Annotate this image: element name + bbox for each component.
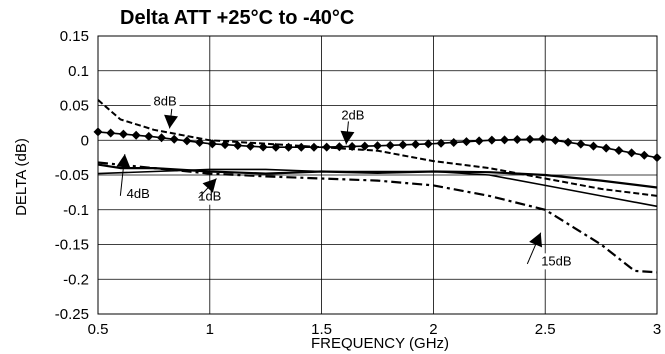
series-point-2db (474, 136, 484, 146)
x-axis-ticks: 0.5 1 1.5 2 2.5 3 (88, 321, 662, 338)
series-point-2db (220, 140, 230, 150)
y-tick-label: 0.1 (68, 63, 89, 80)
annotation-bg (195, 188, 225, 205)
series-point-2db (385, 140, 395, 150)
series-point-2db (563, 137, 573, 147)
series-point-2db (207, 139, 217, 149)
y-axis-ticks: 0.15 0.1 0.05 0 -0.05 -0.1 -0.15 -0.2 -0.25 (55, 28, 89, 323)
annotation-arrowhead (340, 130, 355, 145)
x-tick-label: 0.5 (88, 321, 109, 338)
series-point-2db (652, 153, 662, 163)
series-point-2db (182, 136, 192, 146)
y-tick-label: -0.05 (55, 167, 89, 184)
series-point-2db (169, 134, 179, 144)
annotation-1db: 1dB (198, 189, 221, 204)
series-point-2db (614, 146, 624, 156)
annotations: 8dB 2dB 4dB 1dB 15dB (116, 93, 575, 270)
annotation-arrowhead (116, 154, 131, 168)
y-tick-label: 0.15 (60, 28, 89, 45)
series-line-4db (97, 168, 658, 208)
annotation-arrowhead (202, 178, 217, 193)
series-point-2db (639, 150, 649, 160)
series-point-2db (195, 137, 205, 147)
annotation-arrowhead (529, 232, 543, 248)
series-group (93, 99, 662, 274)
series-point-2db (296, 142, 306, 152)
series-point-2db (284, 142, 294, 152)
annotation-bg (538, 253, 575, 270)
y-tick-label: -0.25 (55, 306, 89, 323)
series-point-2db (550, 135, 560, 145)
x-tick-label: 1.5 (311, 321, 332, 338)
series-point-2db (627, 148, 637, 158)
series-point-2db (601, 143, 611, 153)
series-point-2db (373, 141, 382, 151)
series-point-2db (576, 139, 586, 149)
series-line-15db (97, 161, 658, 274)
series-point-2db (449, 137, 459, 147)
series-point-2db (525, 134, 535, 144)
series-point-2db (360, 141, 370, 151)
series-point-2db (245, 141, 255, 151)
annotation-arrowhead (164, 114, 178, 129)
series-point-2db (118, 129, 128, 139)
annotation-bg (338, 107, 368, 124)
annotation-2db: 2dB (341, 107, 364, 122)
annotation-15db: 15dB (541, 253, 571, 268)
series-point-2db (436, 138, 446, 148)
grid (97, 35, 658, 315)
series-point-2db (538, 134, 548, 144)
plot-frame (97, 35, 658, 315)
series-point-2db (588, 141, 598, 151)
series-point-2db (131, 130, 141, 140)
series-point-2db (423, 139, 433, 149)
series-line-8db (97, 99, 658, 197)
annotation-bg (150, 93, 180, 110)
x-tick-label: 3 (653, 321, 661, 338)
y-tick-label: -0.15 (55, 237, 89, 254)
series-point-2db (334, 142, 344, 152)
y-tick-label: 0 (81, 132, 89, 149)
annotation-bg (123, 185, 153, 202)
series-point-2db (398, 140, 408, 150)
annotation-4db: 4dB (127, 186, 150, 201)
series-point-2db (487, 135, 497, 145)
series-point-2db (500, 135, 510, 145)
y-axis-label: DELTA (dB) (13, 138, 30, 216)
series-point-2db (411, 139, 421, 149)
x-axis-label: FREQUENCY (GHz) (311, 335, 449, 352)
y-tick-label: -0.1 (63, 202, 89, 219)
y-tick-label: -0.2 (63, 271, 89, 288)
series-point-2db (512, 135, 522, 145)
series-point-2db (106, 128, 116, 138)
y-tick-label: 0.05 (60, 98, 89, 115)
chart-title: Delta ATT +25°C to -40°C (120, 7, 354, 29)
x-tick-label: 2.5 (535, 321, 556, 338)
series-point-2db (144, 131, 154, 141)
series-point-2db (157, 133, 167, 143)
series-point-2db (233, 140, 243, 150)
series-point-2db (461, 137, 471, 147)
series-point-2db (258, 142, 268, 152)
x-tick-label: 1 (206, 321, 214, 338)
series-point-2db (93, 127, 103, 137)
annotation-8db: 8dB (154, 94, 177, 109)
x-tick-label: 2 (429, 321, 437, 338)
